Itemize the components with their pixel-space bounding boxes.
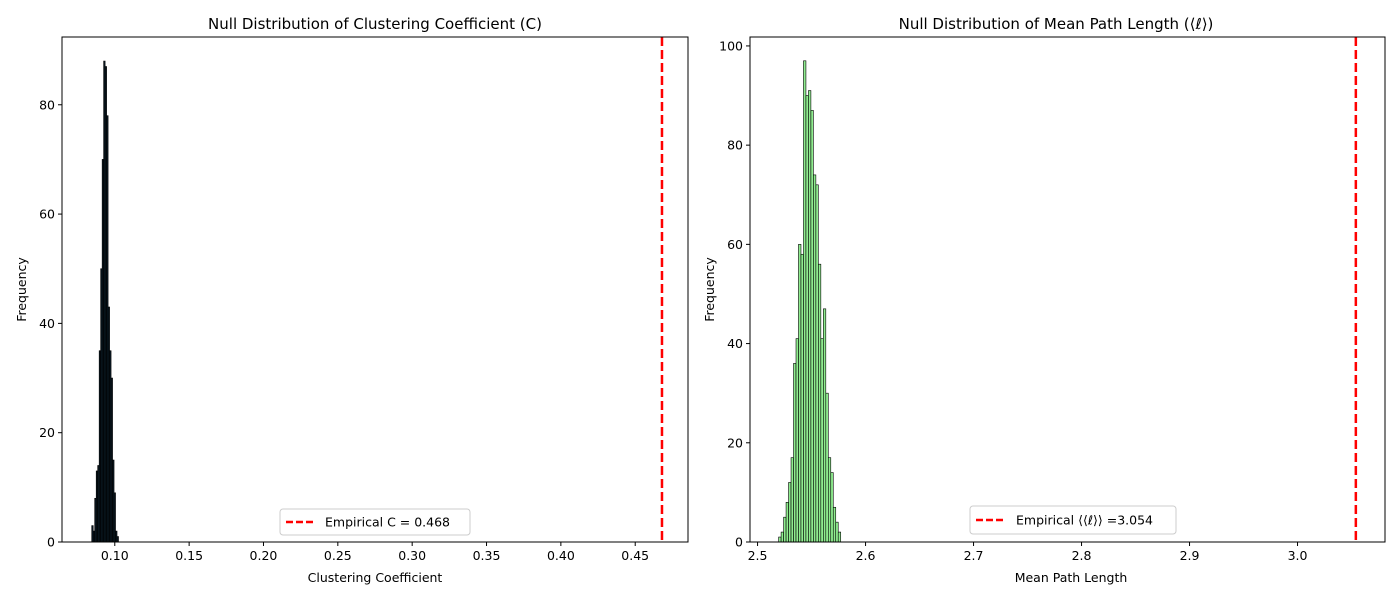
histogram-bar	[795, 338, 799, 543]
legend: Empirical C = 0.468	[279, 508, 471, 536]
chart-title: Null Distribution of Clustering Coeffici…	[208, 15, 542, 33]
histogram-bar	[790, 457, 794, 543]
x-tick-label: 0.45	[621, 548, 649, 563]
y-tick-label: 0	[735, 535, 743, 550]
x-tick-label: 2.8	[1072, 548, 1092, 563]
legend-label: Empirical ⟨⟨ℓ⟩⟩ =3.054	[1016, 513, 1153, 528]
histogram-bar	[835, 521, 839, 543]
x-tick-label: 0.40	[547, 548, 575, 563]
histogram-bar	[800, 253, 804, 543]
histogram-bar	[808, 90, 812, 543]
x-tick-label: 0.25	[324, 548, 352, 563]
histogram-bar	[116, 536, 119, 543]
legend-label: Empirical C = 0.468	[325, 515, 450, 530]
y-tick-label: 80	[39, 97, 55, 112]
histogram-bar	[830, 472, 834, 543]
y-axis-label: Frequency	[14, 257, 29, 322]
histogram-bar	[778, 536, 782, 543]
x-tick-label: 2.5	[748, 548, 768, 563]
histogram-bar	[805, 95, 809, 543]
y-tick-label: 20	[39, 425, 55, 440]
y-tick-label: 100	[719, 38, 743, 53]
histogram-bar	[788, 482, 792, 543]
histogram-bar	[803, 60, 807, 543]
x-tick-label: 0.35	[473, 548, 501, 563]
x-tick-label: 2.7	[964, 548, 984, 563]
panel-mean-path-length: Null Distribution of Mean Path Length (⟨…	[702, 15, 1386, 585]
x-tick-label: 0.15	[175, 548, 203, 563]
y-tick-label: 60	[727, 237, 743, 252]
x-tick-label: 2.9	[1180, 548, 1200, 563]
histogram-bar	[832, 506, 837, 543]
chart-title: Null Distribution of Mean Path Length (⟨…	[899, 15, 1214, 33]
histogram-bar	[818, 263, 822, 543]
legend-box	[969, 505, 1177, 535]
histogram-bar	[823, 308, 827, 543]
x-axis-label: Clustering Coefficient	[308, 570, 443, 585]
histogram-bar	[785, 502, 789, 543]
histogram-bar	[783, 516, 787, 543]
histogram-bar	[813, 174, 817, 543]
plot-area: 2.5 2.6 2.7 2.8 2.9 3.0 0 20 40 60 80 100	[719, 36, 1386, 563]
x-tick-label: 0.20	[250, 548, 278, 563]
x-tick-label: 0.30	[398, 548, 426, 563]
y-tick-label: 40	[39, 316, 55, 331]
y-axis-label: Frequency	[702, 257, 717, 322]
y-tick-label: 80	[727, 138, 743, 153]
axes-frame	[61, 36, 689, 543]
legend-box	[279, 508, 471, 536]
x-tick-label: 2.6	[856, 548, 876, 563]
legend: Empirical ⟨⟨ℓ⟩⟩ =3.054	[969, 505, 1177, 535]
panel-clustering-coefficient: Null Distribution of Clustering Coeffici…	[14, 15, 689, 585]
histogram-bar	[837, 531, 842, 543]
y-tick-label: 0	[47, 535, 55, 550]
y-tick-label: 20	[727, 435, 743, 450]
y-tick-label: 60	[39, 207, 55, 222]
histogram-bar	[820, 338, 824, 543]
histogram-bar	[815, 184, 819, 543]
axes-frame	[749, 36, 1386, 543]
plot-area: 0.10 0.15 0.20 0.25 0.30 0.35 0.40 0.45 0 20 40 60 8…	[39, 36, 689, 563]
x-axis-label: Mean Path Length	[1015, 570, 1128, 585]
histogram-bar	[780, 531, 784, 543]
y-tick-label: 40	[727, 336, 743, 351]
x-tick-label: 0.10	[101, 548, 129, 563]
histogram-bar	[825, 392, 829, 543]
x-tick-label: 3.0	[1288, 548, 1308, 563]
histogram-bar	[827, 457, 832, 543]
histogram-bar	[793, 363, 797, 543]
histogram-bar	[798, 244, 802, 543]
histogram-bar	[810, 110, 814, 543]
